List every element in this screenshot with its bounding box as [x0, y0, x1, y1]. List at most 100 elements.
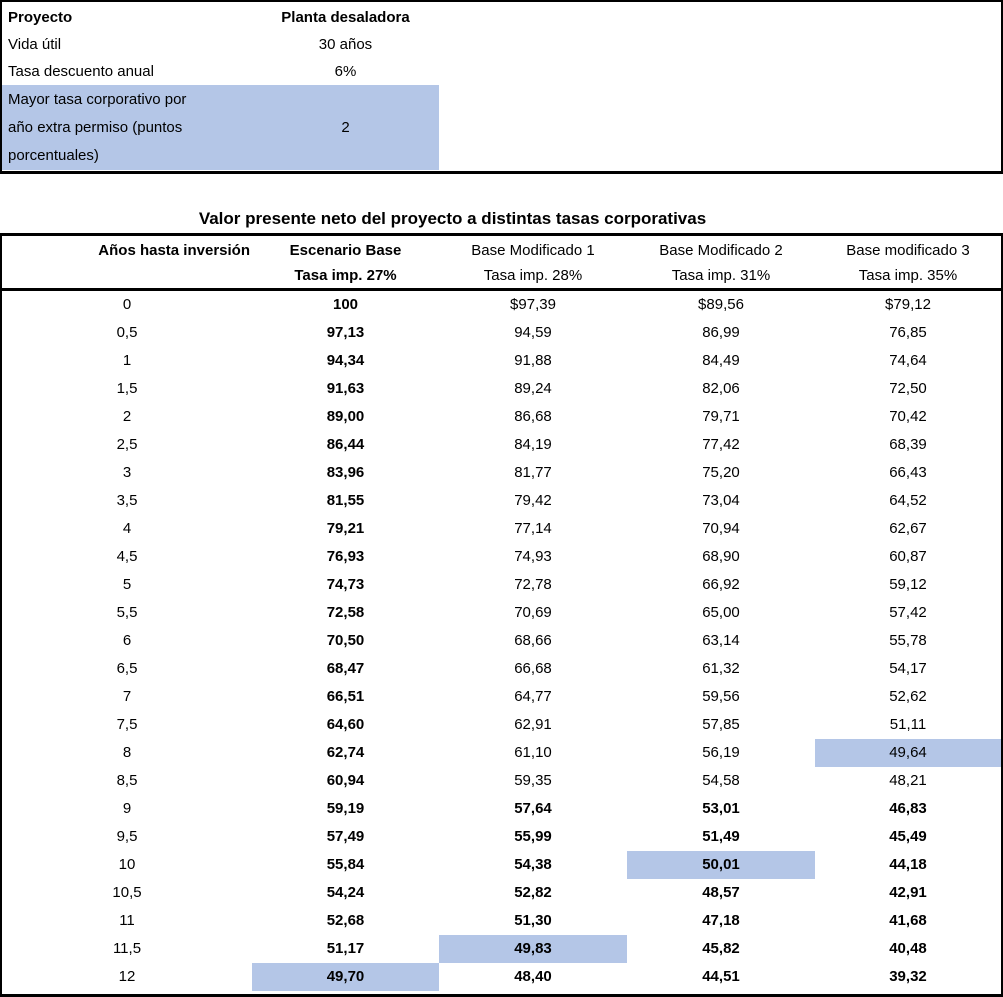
cell-npv-value[interactable]: 52,82 [514, 884, 552, 901]
cell-years[interactable]: 5 [122, 576, 132, 593]
cell-npv-value[interactable]: 45,49 [889, 828, 927, 845]
cell-npv-value[interactable]: 59,12 [889, 576, 927, 593]
cell-years[interactable]: 1,5 [116, 380, 138, 397]
cell-npv-value[interactable]: 100 [332, 296, 359, 313]
cell-npv-value[interactable]: 77,14 [514, 520, 552, 537]
cell-npv-value[interactable]: 68,47 [326, 660, 365, 677]
cell-npv-value[interactable]: 51,17 [326, 940, 365, 957]
cell-npv-value[interactable]: 55,78 [889, 632, 927, 649]
cell-npv-value[interactable]: 74,73 [326, 576, 365, 593]
cell-npv-value[interactable]: 94,59 [514, 324, 552, 341]
cell-npv-value[interactable]: 66,92 [702, 576, 740, 593]
cell-npv-value[interactable]: 68,66 [514, 632, 552, 649]
cell-years[interactable]: 7,5 [116, 716, 138, 733]
cell-npv-value[interactable]: 51,30 [514, 912, 552, 929]
cell-years[interactable]: 6 [122, 632, 132, 649]
cell-npv-value[interactable]: 63,14 [702, 632, 740, 649]
cell-npv-value[interactable]: 89,24 [514, 380, 552, 397]
cell-npv-value[interactable]: 50,01 [627, 851, 815, 879]
cell-npv-value[interactable]: 86,68 [514, 408, 552, 425]
cell-npv-value[interactable]: 45,82 [702, 940, 740, 957]
cell-npv-value[interactable]: 82,06 [702, 380, 740, 397]
cell-npv-value[interactable]: 70,94 [702, 520, 740, 537]
cell-npv-value[interactable]: 91,63 [326, 380, 365, 397]
cell-npv-value[interactable]: 42,91 [889, 884, 927, 901]
cell-npv-value[interactable]: 70,69 [514, 604, 552, 621]
cell-years[interactable]: 0 [122, 296, 132, 313]
cell-npv-value[interactable]: 55,84 [326, 856, 365, 873]
cell-npv-value[interactable]: 68,39 [889, 436, 927, 453]
cell-npv-value[interactable]: 76,93 [326, 548, 365, 565]
cell-npv-value[interactable]: 59,19 [326, 800, 365, 817]
cell-npv-value[interactable]: 47,18 [702, 912, 740, 929]
cell-npv-value[interactable]: 70,42 [889, 408, 927, 425]
cell-years[interactable]: 12 [118, 968, 136, 985]
cell-years[interactable]: 5,5 [116, 604, 138, 621]
cell-npv-value[interactable]: 49,64 [815, 739, 1001, 767]
cell-npv-value[interactable]: 70,50 [326, 632, 365, 649]
cell-npv-value[interactable]: 51,11 [889, 716, 927, 733]
cell-npv-value[interactable]: 54,58 [702, 772, 740, 789]
cell-npv-value[interactable]: 76,85 [889, 324, 927, 341]
cell-npv-value[interactable]: 60,87 [889, 548, 927, 565]
cell-npv-value[interactable]: 57,64 [514, 800, 552, 817]
cell-npv-value[interactable]: 62,67 [889, 520, 927, 537]
cell-npv-value[interactable]: 72,50 [889, 380, 927, 397]
cell-npv-value[interactable]: 41,68 [889, 912, 927, 929]
cell-years[interactable]: 0,5 [116, 324, 138, 341]
cell-npv-value[interactable]: 49,70 [252, 963, 439, 991]
cell-npv-value[interactable]: $89,56 [698, 296, 744, 313]
cell-npv-value[interactable]: 81,55 [326, 492, 365, 509]
cell-npv-value[interactable]: 91,88 [514, 352, 552, 369]
cell-npv-value[interactable]: 97,13 [326, 324, 365, 341]
cell-npv-value[interactable]: 55,99 [514, 828, 552, 845]
cell-npv-value[interactable]: 61,32 [702, 660, 740, 677]
cell-npv-value[interactable]: $79,12 [885, 296, 931, 313]
cell-npv-value[interactable]: 57,85 [702, 716, 740, 733]
cell-npv-value[interactable]: 65,00 [702, 604, 740, 621]
info-value-vida-util[interactable]: 30 años [318, 36, 373, 53]
cell-years[interactable]: 8 [122, 744, 132, 761]
cell-npv-value[interactable]: 49,83 [439, 935, 627, 963]
cell-npv-value[interactable]: 54,17 [889, 660, 927, 677]
cell-npv-value[interactable]: 72,58 [326, 604, 365, 621]
cell-npv-value[interactable]: 75,20 [702, 464, 740, 481]
cell-years[interactable]: 4,5 [116, 548, 138, 565]
cell-npv-value[interactable]: 84,49 [702, 352, 740, 369]
cell-years[interactable]: 10,5 [112, 884, 142, 901]
cell-npv-value[interactable]: 44,18 [889, 856, 927, 873]
cell-npv-value[interactable]: 57,42 [889, 604, 927, 621]
cell-npv-value[interactable]: 64,52 [889, 492, 927, 509]
cell-npv-value[interactable]: 86,44 [326, 436, 365, 453]
cell-npv-value[interactable]: 48,40 [514, 968, 552, 985]
info-value-tasa-descuento[interactable]: 6% [334, 63, 357, 80]
cell-npv-value[interactable]: 74,64 [889, 352, 927, 369]
cell-npv-value[interactable]: 48,57 [702, 884, 740, 901]
cell-years[interactable]: 1 [122, 352, 132, 369]
cell-years[interactable]: 3,5 [116, 492, 138, 509]
cell-npv-value[interactable]: 44,51 [702, 968, 740, 985]
cell-npv-value[interactable]: 77,42 [702, 436, 740, 453]
cell-years[interactable]: 3 [122, 464, 132, 481]
cell-npv-value[interactable]: 46,83 [889, 800, 927, 817]
cell-npv-value[interactable]: 79,71 [702, 408, 740, 425]
cell-npv-value[interactable]: 40,48 [889, 940, 927, 957]
cell-npv-value[interactable]: $97,39 [510, 296, 556, 313]
cell-npv-value[interactable]: 66,51 [326, 688, 365, 705]
cell-npv-value[interactable]: 54,24 [326, 884, 365, 901]
cell-npv-value[interactable]: 57,49 [326, 828, 365, 845]
cell-npv-value[interactable]: 54,38 [514, 856, 552, 873]
cell-npv-value[interactable]: 48,21 [889, 772, 927, 789]
cell-npv-value[interactable]: 62,74 [326, 744, 365, 761]
cell-years[interactable]: 11 [119, 912, 135, 929]
cell-npv-value[interactable]: 83,96 [326, 464, 365, 481]
cell-npv-value[interactable]: 39,32 [889, 968, 927, 985]
cell-years[interactable]: 7 [122, 688, 132, 705]
cell-npv-value[interactable]: 94,34 [326, 352, 365, 369]
cell-years[interactable]: 2,5 [116, 436, 138, 453]
cell-npv-value[interactable]: 73,04 [702, 492, 740, 509]
info-value-mayor-tasa[interactable]: 2 [341, 119, 350, 136]
cell-npv-value[interactable]: 52,62 [889, 688, 927, 705]
cell-npv-value[interactable]: 61,10 [514, 744, 552, 761]
cell-npv-value[interactable]: 59,35 [514, 772, 552, 789]
